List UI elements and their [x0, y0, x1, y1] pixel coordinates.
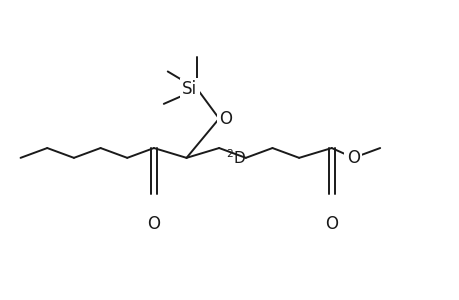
- Text: O: O: [218, 110, 232, 128]
- Text: O: O: [147, 215, 160, 233]
- Text: O: O: [325, 215, 337, 233]
- Text: O: O: [346, 149, 359, 167]
- Text: Si: Si: [182, 80, 197, 98]
- Text: $^{2}$D: $^{2}$D: [225, 148, 246, 167]
